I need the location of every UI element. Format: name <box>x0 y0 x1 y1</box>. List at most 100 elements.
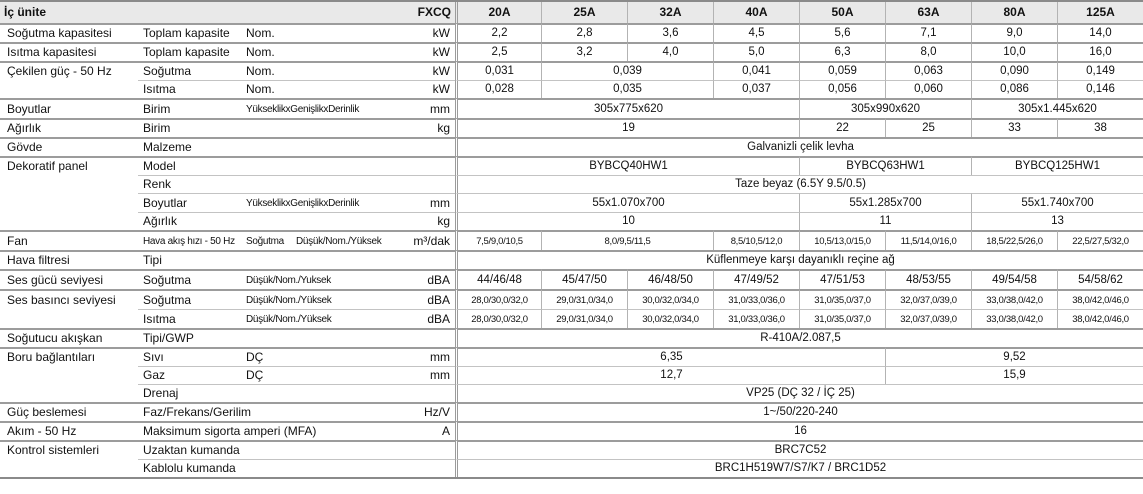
spec-table-body: Soğutma kapasitesi Toplam kapasite Nom. kW 2… <box>0 23 1143 477</box>
row-qualifier: Düşük/Nom./Yuksek <box>243 269 405 289</box>
row-attribute: Toplam kapasite <box>138 42 243 61</box>
value-cell: 33 <box>971 118 1057 137</box>
value-cell: 6,35 <box>455 347 885 366</box>
row-unit <box>405 440 455 459</box>
value-cell: 0,060 <box>885 80 971 98</box>
value-cell: 22 <box>799 118 885 137</box>
value-cell: 12,7 <box>455 366 885 384</box>
row-unit: A <box>405 421 455 440</box>
value-cell: 0,056 <box>799 80 885 98</box>
row-unit: mm <box>405 193 455 212</box>
value-cell: 16 <box>455 421 1143 440</box>
value-cell: 9,0 <box>971 23 1057 42</box>
row-category <box>0 193 138 212</box>
value-cell: 5,6 <box>799 23 885 42</box>
row-attribute: Birim <box>138 118 405 137</box>
row-category: Ses basıncı seviyesi <box>0 289 138 309</box>
value-cell: 29,0/31,0/34,0 <box>541 309 627 328</box>
value-cell: 33,0/38,0/42,0 <box>971 289 1057 309</box>
row-unit: kg <box>405 118 455 137</box>
row-unit: kW <box>405 42 455 61</box>
row-attribute: Gaz <box>138 366 243 384</box>
row-category: Akım - 50 Hz <box>0 421 138 440</box>
value-cell: 38,0/42,0/46,0 <box>1057 289 1143 309</box>
row-unit: kW <box>405 80 455 98</box>
qualifier-primary: Soğutma <box>246 236 284 247</box>
value-cell: 16,0 <box>1057 42 1143 61</box>
value-cell: 55x1.070x700 <box>455 193 799 212</box>
value-cell: 48/53/55 <box>885 269 971 289</box>
value-cell: 30,0/32,0/34,0 <box>627 309 713 328</box>
value-cell: BYBCQ125HW1 <box>971 156 1143 175</box>
row-qualifier: Nom. <box>243 80 405 98</box>
value-cell: 29,0/31,0/34,0 <box>541 289 627 309</box>
row-category: Kontrol sistemleri <box>0 440 138 459</box>
row-unit <box>405 175 455 193</box>
value-cell: VP25 (DÇ 32 / İÇ 25) <box>455 384 1143 402</box>
row-attribute: Toplam kapasite <box>138 23 243 42</box>
value-cell: 49/54/58 <box>971 269 1057 289</box>
row-unit <box>405 250 455 269</box>
value-cell: 25 <box>885 118 971 137</box>
row-category: Gövde <box>0 137 138 156</box>
row-attribute: Tipi/GWP <box>138 328 405 347</box>
row-attribute: Uzaktan kumanda <box>138 440 405 459</box>
value-cell: 10 <box>455 212 799 230</box>
row-qualifier: Nom. <box>243 61 405 80</box>
row-unit: dBA <box>405 309 455 328</box>
spec-row: Soğutucu akışkan Tipi/GWP R-410A/2.087,5 <box>0 328 1143 347</box>
value-cell: 55x1.285x700 <box>799 193 971 212</box>
row-unit: dBA <box>405 269 455 289</box>
row-category: Isıtma kapasitesi <box>0 42 138 61</box>
row-category: Soğutma kapasitesi <box>0 23 138 42</box>
value-cell: 28,0/30,0/32,0 <box>455 289 541 309</box>
value-cell: 0,028 <box>455 80 541 98</box>
value-cell: 0,039 <box>541 61 713 80</box>
row-category: Boyutlar <box>0 98 138 118</box>
value-cell: 2,2 <box>455 23 541 42</box>
row-category: Soğutucu akışkan <box>0 328 138 347</box>
qualifier-primary: YükseklikxGenişlikxDerinlik <box>246 104 360 115</box>
column-header: 80A <box>971 2 1057 23</box>
spec-row: Gövde Malzeme Galvanizli çelik levha <box>0 137 1143 156</box>
spec-row: Isıtma kapasitesi Toplam kapasite Nom. kW 2,… <box>0 42 1143 61</box>
value-cell: 31,0/33,0/36,0 <box>713 309 799 328</box>
row-category <box>0 309 138 328</box>
value-cell: 1~/50/220-240 <box>455 402 1143 421</box>
spec-table-head: İç ünite FXCQ 20A 25A 32A 40A 50A 63A 80A 125A <box>0 2 1143 23</box>
column-header: 20A <box>455 2 541 23</box>
header-row: İç ünite FXCQ 20A 25A 32A 40A 50A 63A 80A 125A <box>0 2 1143 23</box>
value-cell: 2,5 <box>455 42 541 61</box>
value-cell: R-410A/2.087,5 <box>455 328 1143 347</box>
value-cell: 10,5/13,0/15,0 <box>799 230 885 250</box>
spec-row: Akım - 50 Hz Maksimum sigorta amperi (MFA… <box>0 421 1143 440</box>
table-title: İç ünite <box>0 2 405 23</box>
row-attribute: Faz/Frekans/Gerilim <box>138 402 405 421</box>
value-cell: Taze beyaz (6.5Y 9.5/0.5) <box>455 175 1143 193</box>
value-cell: 0,037 <box>713 80 799 98</box>
value-cell: 8,5/10,5/12,0 <box>713 230 799 250</box>
value-cell: 32,0/37,0/39,0 <box>885 309 971 328</box>
row-unit <box>405 137 455 156</box>
value-cell: 38,0/42,0/46,0 <box>1057 309 1143 328</box>
row-qualifier: Soğutma Düşük/Nom./Yüksek <box>243 230 405 250</box>
row-category: Ses gücü seviyesi <box>0 269 138 289</box>
column-header: 25A <box>541 2 627 23</box>
row-qualifier: Nom. <box>243 42 405 61</box>
value-cell: 14,0 <box>1057 23 1143 42</box>
spec-row: Boru bağlantıları Sıvı DÇ mm 6,35 9,52 <box>0 347 1143 366</box>
value-cell: 0,035 <box>541 80 713 98</box>
value-cell: BYBCQ63HW1 <box>799 156 971 175</box>
value-cell: BRC1H519W7/S7/K7 / BRC1D52 <box>455 459 1143 477</box>
row-category <box>0 459 138 477</box>
value-cell: 28,0/30,0/32,0 <box>455 309 541 328</box>
row-attribute: Renk <box>138 175 405 193</box>
row-attribute: Sıvı <box>138 347 243 366</box>
column-header: 40A <box>713 2 799 23</box>
row-attribute: Isıtma <box>138 80 243 98</box>
value-cell: 18,5/22,5/26,0 <box>971 230 1057 250</box>
value-cell: 22,5/27,5/32,0 <box>1057 230 1143 250</box>
value-cell: 46/48/50 <box>627 269 713 289</box>
value-cell: 0,063 <box>885 61 971 80</box>
row-attribute: Isıtma <box>138 309 243 328</box>
